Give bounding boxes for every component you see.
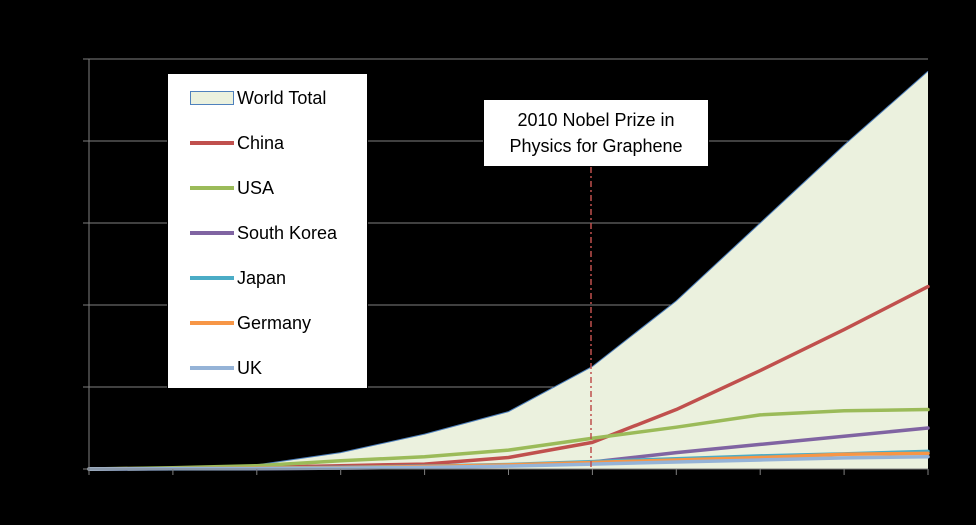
legend-swatch-uk — [190, 366, 234, 370]
legend-label-south-korea: South Korea — [237, 222, 338, 243]
area-world-total — [89, 71, 928, 470]
legend-item-usa: USA — [190, 176, 274, 200]
legend-swatch-usa — [190, 186, 234, 190]
legend-item-japan: Japan — [190, 266, 286, 290]
legend-label-japan: Japan — [237, 267, 287, 288]
legend-swatch-china — [190, 141, 234, 145]
nobel-prize-annotation: 2010 Nobel Prize in Physics for Graphene — [483, 99, 709, 167]
legend-swatch-japan — [190, 276, 234, 280]
annotation-line-1: 2010 Nobel Prize in — [517, 110, 675, 130]
axes — [83, 58, 929, 475]
legend-item-world-total: World Total — [190, 86, 326, 110]
legend-swatch-world-total — [190, 91, 234, 105]
legend-label-uk: UK — [237, 357, 263, 378]
annotation-line-2: Physics for Graphene — [509, 136, 683, 156]
legend-item-germany: Germany — [190, 311, 311, 335]
legend-item-china: China — [190, 131, 284, 155]
legend: World Total China USA South Korea Japan … — [167, 73, 368, 389]
line-usa — [87, 407, 930, 471]
legend-item-south-korea: South Korea — [190, 221, 337, 245]
legend-label-world-total: World Total — [237, 87, 327, 108]
legend-label-china: China — [237, 132, 285, 153]
legend-label-germany: Germany — [237, 312, 312, 333]
legend-swatch-germany — [190, 321, 234, 325]
legend-swatch-south-korea — [190, 231, 234, 235]
legend-item-uk: UK — [190, 356, 262, 380]
legend-label-usa: USA — [237, 177, 275, 198]
